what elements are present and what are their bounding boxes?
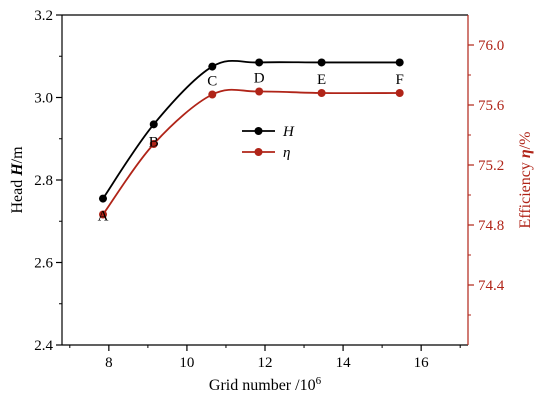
x-tick-label: 8 — [105, 355, 113, 371]
data-point-head — [149, 120, 158, 129]
legend-marker-eta — [254, 148, 263, 156]
right-tick-label: 75.6 — [478, 98, 505, 114]
point-label: B — [149, 134, 159, 150]
right-tick-label: 74.8 — [478, 218, 504, 234]
legend: H η — [242, 124, 295, 161]
data-point-head — [208, 62, 217, 71]
data-point-efficiency — [395, 89, 404, 97]
right-axis-title: Efficiency η/% — [517, 132, 534, 229]
left-tick-label: 3.2 — [34, 8, 53, 24]
point-labels: A B C D E F — [98, 71, 404, 225]
x-tick-label: 14 — [336, 355, 352, 371]
left-tick-label: 2.8 — [34, 173, 53, 189]
data-point-efficiency — [98, 210, 107, 219]
left-y-ticks: 2.4 2.6 2.8 3.0 3.2 — [34, 8, 62, 354]
point-label: C — [207, 74, 217, 90]
legend-marker-h — [254, 127, 263, 135]
x-tick-label: 16 — [414, 355, 430, 371]
x-tick-label: 12 — [258, 355, 273, 371]
left-tick-label: 2.6 — [34, 256, 53, 272]
x-tick-label: 10 — [179, 355, 194, 371]
plot-frame — [61, 14, 469, 346]
data-point-efficiency — [208, 90, 217, 99]
point-label: E — [317, 72, 326, 88]
right-tick-label: 75.2 — [478, 158, 504, 174]
left-axis-title: Head H/m — [9, 146, 26, 214]
x-axis-title: Grid number /106 — [209, 375, 322, 394]
left-tick-label: 3.0 — [34, 91, 53, 107]
point-label: A — [98, 209, 109, 225]
right-y-ticks: 74.4 74.8 75.2 75.6 76.0 — [468, 38, 505, 316]
point-label: D — [254, 71, 265, 87]
data-point-head — [395, 58, 404, 67]
series-layer — [98, 58, 404, 219]
data-point-efficiency — [255, 87, 264, 96]
data-point-head — [317, 58, 326, 67]
series-line-efficiency — [102, 88, 400, 216]
data-point-head — [255, 58, 264, 67]
x-ticks: 8 10 12 14 16 — [69, 345, 461, 371]
data-point-efficiency — [149, 140, 158, 148]
data-point-efficiency — [317, 89, 326, 97]
right-tick-label: 76.0 — [478, 38, 504, 54]
right-tick-label: 74.4 — [478, 278, 505, 294]
point-label: F — [396, 72, 404, 88]
left-tick-label: 2.4 — [34, 338, 53, 354]
series-line-head — [102, 59, 400, 200]
legend-label-h: H — [282, 124, 295, 140]
legend-label-eta: η — [283, 145, 290, 161]
data-point-head — [98, 194, 107, 203]
